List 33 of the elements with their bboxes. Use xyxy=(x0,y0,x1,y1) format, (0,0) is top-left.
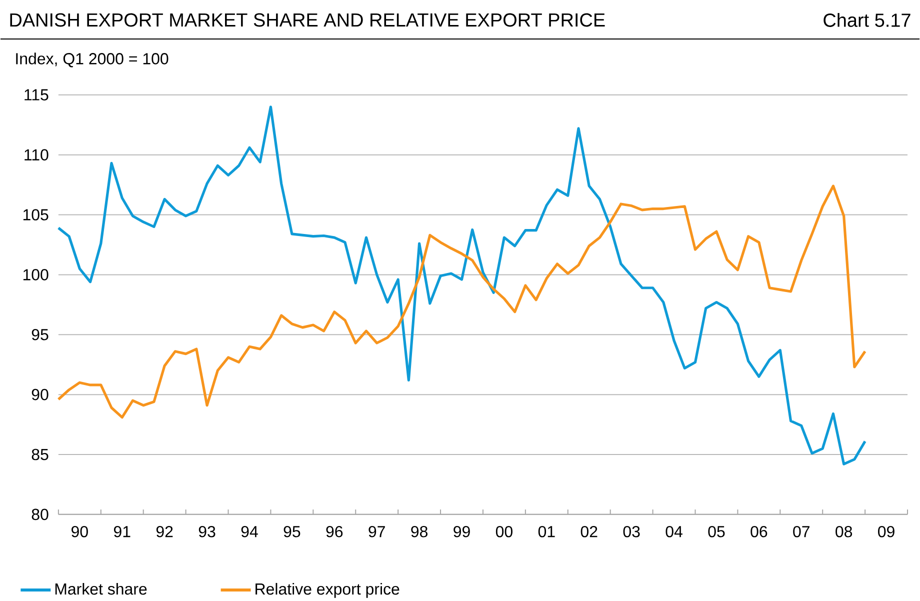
chart-subtitle: Chart 5.17 xyxy=(824,13,910,27)
x-tick-label: 00 xyxy=(496,526,512,538)
x-tick-label: 97 xyxy=(368,526,385,538)
legend-label: Relative export price xyxy=(256,582,400,598)
x-tick-label: 02 xyxy=(580,526,598,538)
chart-title: DANISH EXPORT MARKET SHARE AND RELATIVE EXPORT PRICE xyxy=(10,13,605,27)
x-tick-label: 08 xyxy=(836,526,852,538)
y-tick-label: 95 xyxy=(32,329,48,340)
y-tick-label: 115 xyxy=(24,89,48,100)
x-tick-label: 90 xyxy=(72,526,88,538)
x-tick-label: 92 xyxy=(156,526,173,538)
x-tick-label: 06 xyxy=(750,526,768,538)
legend-label: Market share xyxy=(55,582,147,595)
y-tick-label: 85 xyxy=(32,448,48,460)
y-tick-label: 105 xyxy=(23,209,48,220)
x-tick-label: 91 xyxy=(114,526,130,538)
y-tick-label: 100 xyxy=(23,269,48,280)
y-tick-label: 90 xyxy=(32,388,48,400)
x-tick-label: 93 xyxy=(198,526,216,538)
x-tick-label: 95 xyxy=(284,526,300,538)
y-axis-title: Index, Q1 2000 = 100 xyxy=(16,52,168,68)
x-tick-label: 98 xyxy=(411,526,428,538)
x-tick-label: 03 xyxy=(623,526,640,538)
y-tick-label: 110 xyxy=(24,149,48,161)
x-tick-label: 07 xyxy=(793,526,810,538)
x-tick-label: 94 xyxy=(241,526,258,538)
x-tick-label: 09 xyxy=(878,526,894,538)
x-tick-label: 05 xyxy=(708,526,725,538)
x-tick-label: 04 xyxy=(666,526,682,538)
x-tick-label: 01 xyxy=(538,526,555,538)
x-tick-label: 96 xyxy=(326,526,343,538)
y-tick-label: 80 xyxy=(32,508,48,520)
x-tick-label: 99 xyxy=(454,526,470,538)
